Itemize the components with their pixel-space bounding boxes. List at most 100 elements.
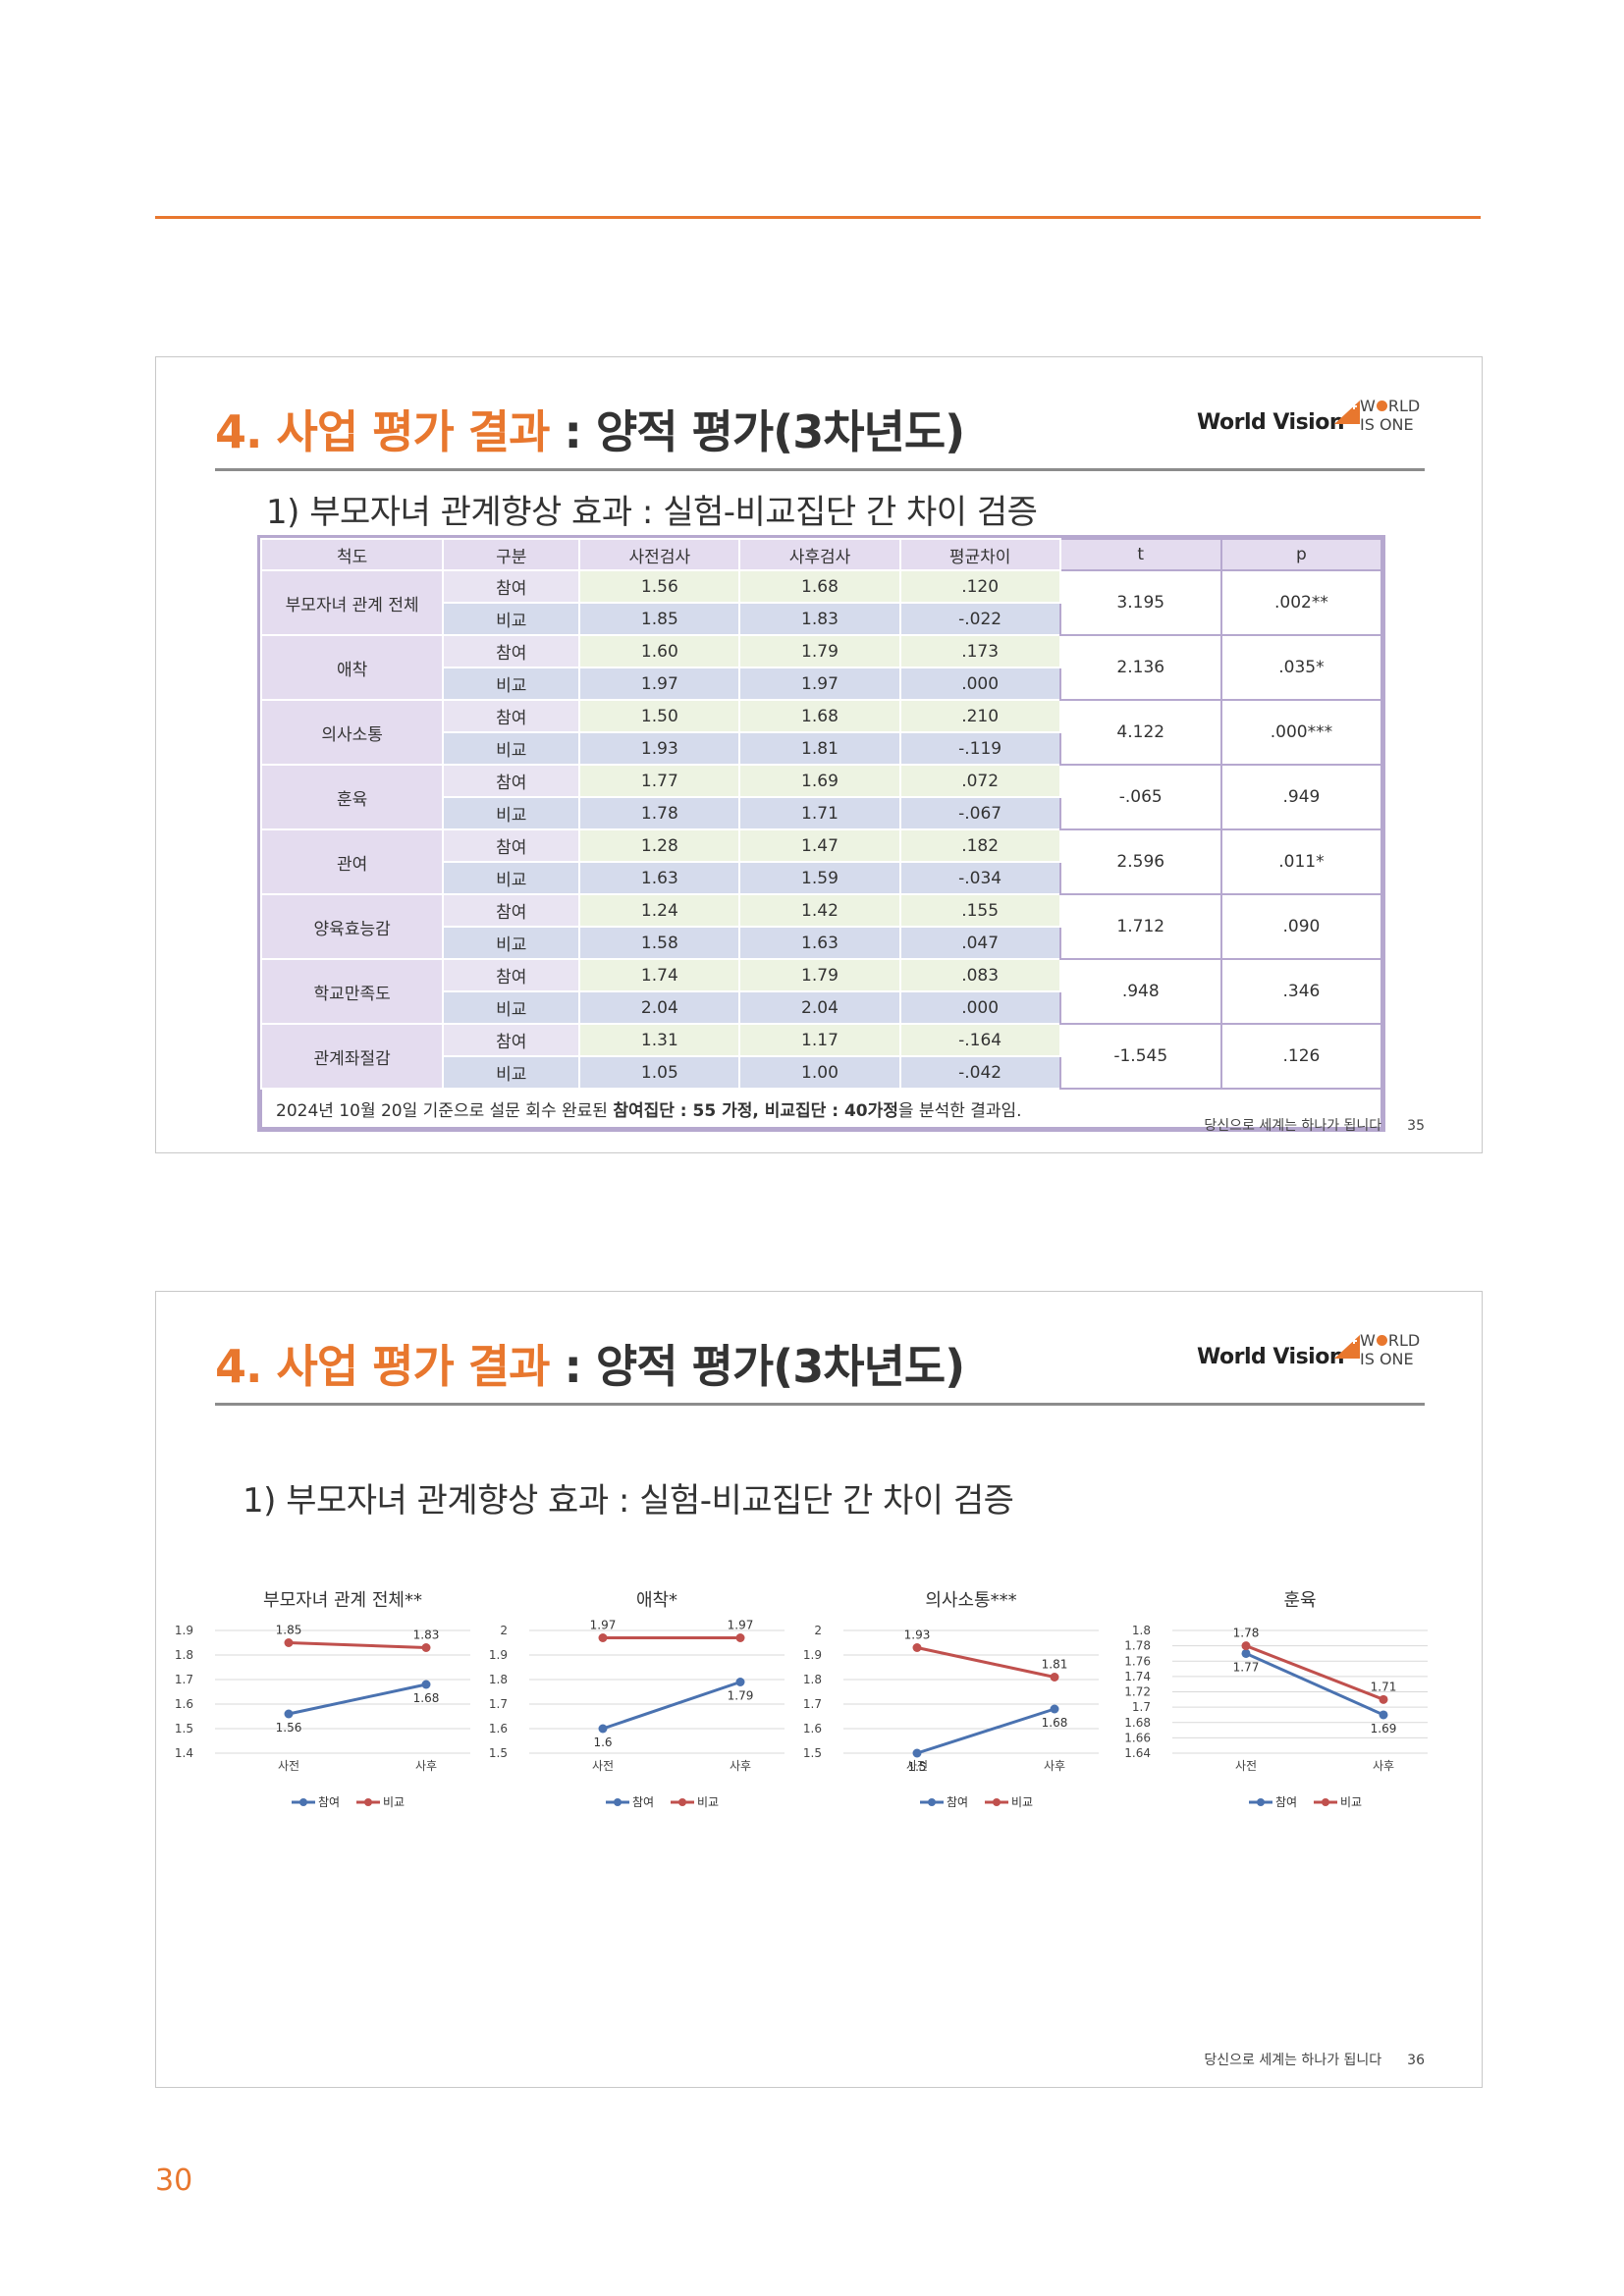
- legend-marker: [299, 1798, 307, 1806]
- table-row: 비교 1.85 1.83 -.022: [261, 602, 1381, 636]
- data-label: 1.5: [907, 1760, 926, 1774]
- legend-label: 비교: [1340, 1795, 1362, 1809]
- table-row: 애착 참여 1.60 1.79.173 2.136.035*: [259, 634, 1383, 701]
- group-label: 비교: [442, 602, 581, 636]
- table-row: 관계좌절감 참여 1.31 1.17 -.164 -1.545.126: [259, 1023, 1383, 1090]
- col-header: 구분: [442, 538, 581, 571]
- chart-attachment: 애착* 1.5 1.6 1.7 1.8 1.9 2 사전 사후 1.6 1.79 1.97 1.97 참여…: [480, 1586, 804, 1871]
- title-divider: [215, 468, 1425, 471]
- y-tick-label: 1.78: [1124, 1639, 1151, 1653]
- data-label: 1.79: [728, 1689, 754, 1703]
- group-label: 비교: [442, 990, 581, 1025]
- mean-diff: -.164: [898, 1023, 1061, 1057]
- slide-35: 4. 사업 평가 결과 : 양적 평가(3차년도) World Vision W…: [155, 356, 1483, 1153]
- logo-tag-rld: RLD: [1387, 397, 1421, 415]
- y-tick-label: 1.8: [489, 1673, 508, 1686]
- t-value: -.065: [1058, 764, 1222, 830]
- group-label: 참여: [442, 958, 581, 992]
- y-tick-label: 1.74: [1124, 1670, 1151, 1683]
- post-test: 1.68: [738, 699, 901, 733]
- logo-brand: World Vision: [1197, 1345, 1345, 1369]
- logo-tag-rld: RLD: [1387, 1331, 1421, 1350]
- post-test: 1.71: [738, 796, 901, 830]
- y-tick-label: 1.5: [489, 1746, 508, 1760]
- group-label: 비교: [442, 796, 581, 830]
- data-point: [1050, 1673, 1059, 1682]
- chart-title: 애착*: [636, 1590, 677, 1611]
- scale-name: 의사소통: [259, 699, 445, 766]
- table-row: 비교 2.04 2.04.000: [261, 990, 1381, 1025]
- group-label: 참여: [442, 764, 581, 798]
- y-tick-label: 1.76: [1124, 1654, 1151, 1668]
- results-table: 척도 구분 사전검사 사후검사 평균차이 t p 부모자녀 관계 전체 참여 1.5…: [257, 535, 1385, 1132]
- data-label: 1.71: [1371, 1680, 1397, 1693]
- table-row: 관여 참여 1.28 1.47.182 2.596.011*: [259, 828, 1383, 895]
- slide-subtitle: 1) 부모자녀 관계향상 효과 : 실험-비교집단 간 차이 검증: [266, 493, 1038, 532]
- col-header: t: [1058, 538, 1222, 571]
- y-tick-label: 1.6: [489, 1722, 508, 1735]
- t-value: .948: [1058, 958, 1222, 1025]
- y-tick-label: 1.9: [803, 1648, 822, 1662]
- mean-diff: .120: [898, 569, 1061, 604]
- mean-diff: .072: [898, 764, 1061, 798]
- legend-label: 비교: [1011, 1795, 1033, 1809]
- p-value: .011*: [1219, 828, 1383, 895]
- chart-parent-child-relationship: 부모자녀 관계 전체** 1.4 1.5 1.6 1.7 1.8 1.9 사전 사후 1.56 1.…: [166, 1586, 490, 1871]
- data-point: [284, 1709, 294, 1719]
- p-value: .002**: [1219, 569, 1383, 636]
- legend-marker: [993, 1798, 1001, 1806]
- pre-test: 1.93: [578, 731, 741, 766]
- title-sub: : 양적 평가(3차년도): [549, 1340, 965, 1393]
- pre-test: 1.31: [578, 1023, 741, 1057]
- chart-title: 훈육: [1283, 1590, 1316, 1611]
- y-tick-label: 1.7: [803, 1697, 822, 1711]
- footer-slogan: 당신으로 세계는 하나가 됩니다: [1204, 2053, 1382, 2068]
- group-label: 비교: [442, 667, 581, 701]
- x-tick-label: 사전: [278, 1759, 299, 1773]
- pre-test: 1.58: [578, 926, 741, 960]
- legend-label: 참여: [632, 1795, 654, 1809]
- data-point: [421, 1643, 431, 1652]
- y-tick-label: 1.8: [175, 1648, 193, 1662]
- table-row: 비교 1.58 1.63.047: [261, 926, 1381, 960]
- slide-title: 4. 사업 평가 결과 : 양적 평가(3차년도): [215, 397, 965, 461]
- scale-name: 관여: [259, 828, 445, 895]
- table-note: 2024년 10월 20일 기준으로 설문 회수 완료된 참여집단 : 55 가…: [260, 1088, 1382, 1129]
- scale-name: 관계좌절감: [259, 1023, 445, 1090]
- y-tick-label: 1.7: [489, 1697, 508, 1711]
- slide-36: 4. 사업 평가 결과 : 양적 평가(3차년도) World Vision W…: [155, 1291, 1483, 2088]
- post-test: 1.81: [738, 731, 901, 766]
- legend-label: 비교: [383, 1795, 405, 1809]
- post-test: 1.83: [738, 602, 901, 636]
- data-label: 1.81: [1042, 1658, 1068, 1672]
- mean-diff: -.042: [898, 1055, 1061, 1090]
- title-divider: [215, 1403, 1425, 1406]
- pre-test: 1.24: [578, 893, 741, 928]
- post-test: 2.04: [738, 990, 901, 1025]
- mean-diff: .083: [898, 958, 1061, 992]
- mean-diff: .155: [898, 893, 1061, 928]
- scale-name: 부모자녀 관계 전체: [259, 569, 445, 636]
- t-value: 3.195: [1058, 569, 1222, 636]
- series-line-comparison: [288, 1641, 427, 1649]
- mean-diff: -.034: [898, 861, 1061, 895]
- line-chart: 의사소통*** 1.5 1.6 1.7 1.8 1.9 2 사전 사후 1.5 1.68 1.93 1.…: [803, 1590, 1099, 1809]
- group-label: 비교: [442, 861, 581, 895]
- col-header: 척도: [259, 538, 445, 571]
- data-label: 1.56: [276, 1721, 302, 1735]
- note-text-end: 을 분석한 결과임.: [897, 1100, 1022, 1121]
- series-line-participant: [288, 1682, 427, 1716]
- series-line-participant: [1245, 1652, 1384, 1717]
- scale-name: 애착: [259, 634, 445, 701]
- world-vision-logo: World Vision W RLD IS ONE: [1197, 1331, 1433, 1370]
- logo-dot-icon: [1376, 1335, 1387, 1346]
- table-row: 훈육 참여 1.77 1.69.072 -.065.949: [259, 764, 1383, 830]
- data-label: 1.83: [413, 1629, 440, 1642]
- logo-tagline: W RLD IS ONE: [1360, 1331, 1420, 1368]
- world-vision-logo: World Vision W RLD IS ONE: [1197, 397, 1433, 436]
- group-label: 비교: [442, 731, 581, 766]
- mean-diff: .000: [898, 667, 1061, 701]
- pre-test: 1.85: [578, 602, 741, 636]
- table-header-row: 척도 구분 사전검사 사후검사 평균차이 t p: [259, 538, 1383, 571]
- mean-diff: .173: [898, 634, 1061, 668]
